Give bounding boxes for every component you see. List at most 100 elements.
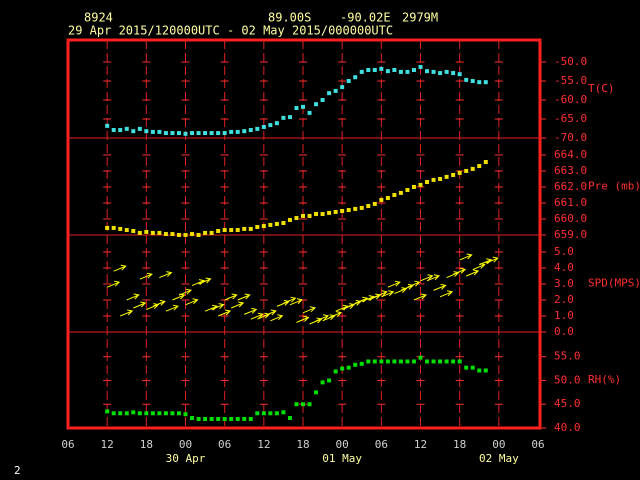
data-point (379, 66, 384, 71)
wind-arrow (113, 264, 127, 272)
data-point (281, 410, 286, 415)
data-point (157, 230, 162, 235)
data-point (287, 115, 292, 120)
data-point (457, 359, 462, 364)
data-point (340, 366, 345, 371)
data-point (340, 85, 345, 90)
data-point (248, 128, 253, 133)
data-point (105, 225, 110, 230)
y-tick-label: 0.0 (554, 325, 574, 338)
data-point (222, 228, 227, 233)
y-tick-label: 663.0 (554, 164, 587, 177)
data-point (176, 233, 181, 237)
data-point (274, 221, 279, 226)
elevation: 2979M (402, 11, 438, 25)
y-tick-label: -65.0 (554, 112, 587, 125)
data-point (398, 359, 403, 364)
data-point (144, 411, 149, 416)
wind-arrow (420, 274, 434, 282)
data-point (131, 129, 136, 134)
data-point (287, 217, 292, 222)
data-point (346, 365, 351, 370)
date-label: 30 Apr (166, 452, 206, 465)
data-point (131, 228, 136, 233)
date-label: 02 May (479, 452, 519, 465)
data-point (111, 128, 116, 133)
y-tick-label: -60.0 (554, 93, 587, 106)
data-point (105, 409, 110, 414)
data-point (372, 68, 377, 73)
data-point (438, 176, 443, 181)
x-tick-label: 06 (61, 438, 74, 451)
date-label: 01 May (322, 452, 362, 465)
y-tick-label: 659.0 (554, 228, 587, 241)
data-point (392, 192, 397, 197)
wind-arrow (185, 298, 199, 306)
wind-arrow (270, 314, 284, 322)
y-tick-label: 45.0 (554, 397, 581, 410)
wind-arrow (250, 312, 264, 320)
data-point (229, 228, 234, 233)
wind-arrow (159, 271, 173, 279)
data-point (464, 365, 469, 370)
wind-arrow (452, 267, 467, 275)
wind-arrow (231, 301, 245, 309)
data-point (379, 197, 384, 202)
wind-arrow (139, 272, 153, 280)
wind-arrow (289, 298, 303, 306)
data-point (287, 416, 292, 421)
data-point (105, 123, 110, 128)
wind-arrow (439, 290, 454, 298)
x-tick-label: 00 (179, 438, 192, 451)
data-point (320, 212, 325, 217)
y-tick-label: 50.0 (554, 373, 581, 386)
wind-arrow (302, 306, 317, 314)
data-point (248, 226, 253, 231)
data-point (137, 411, 142, 416)
data-point (411, 184, 416, 189)
frame (66, 38, 542, 430)
data-point (268, 222, 273, 227)
data-point (170, 411, 175, 416)
data-point (366, 68, 371, 73)
data-point (314, 390, 319, 395)
data-point (235, 129, 240, 134)
wind-arrow (224, 293, 238, 301)
wind-arrow (178, 288, 192, 296)
data-point (477, 164, 482, 169)
data-point (451, 71, 456, 76)
station-id: 8924 (84, 11, 113, 25)
wind-arrow (106, 280, 121, 288)
data-point (183, 233, 188, 237)
data-point (150, 230, 155, 235)
data-point (451, 172, 456, 177)
x-tick-label: 12 (257, 438, 270, 451)
data-point (183, 131, 188, 136)
data-point (255, 224, 260, 229)
y-tick-label: 5.0 (554, 245, 574, 258)
data-point (190, 131, 195, 136)
data-point (261, 224, 266, 229)
data-point (425, 359, 430, 364)
y-axis-label: T(C) (588, 82, 615, 95)
y-tick-label: 664.0 (554, 148, 587, 161)
data-point (268, 411, 273, 416)
data-point (196, 416, 201, 421)
data-point (150, 129, 155, 134)
data-point (418, 64, 423, 69)
data-point (255, 411, 260, 416)
data-point (301, 402, 305, 407)
data-point (229, 416, 234, 421)
data-point (372, 201, 377, 206)
data-point (346, 79, 351, 84)
data-point (209, 416, 214, 421)
data-point (333, 88, 338, 93)
wind-arrow (466, 269, 480, 277)
data-point (144, 229, 149, 234)
wind-arrow (217, 309, 232, 317)
data-point (340, 208, 345, 213)
data-point (111, 411, 116, 416)
data-point (261, 124, 266, 129)
data-point (411, 359, 416, 364)
